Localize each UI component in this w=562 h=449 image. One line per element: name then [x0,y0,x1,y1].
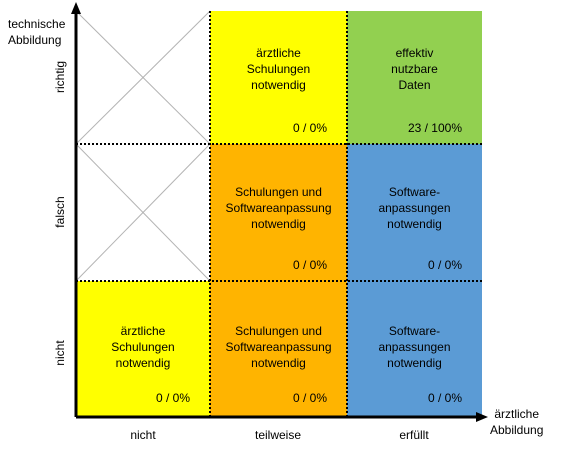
col-label-nicht: nicht [130,428,156,442]
col-label-erfuellt: erfüllt [399,428,429,442]
cell-nicht-nicht: ärztliche Schulungen notwendig 0 / 0% [76,281,210,417]
cell-nicht-erfuellt: Software- anpassungen notwendig 0 / 0% [347,281,482,417]
cell-text: Schulungen und Softwareanpassung notwend… [225,324,332,370]
cell-richtig-erfuellt: effektiv nutzbare Daten 23 / 100% [347,11,482,144]
x-axis-arrow [476,412,488,422]
y-axis-arrow [71,2,81,14]
crossed-out-cells [75,10,211,282]
cell-text: ärztliche Schulungen notwendig [111,324,175,370]
cell-falsch-teilweise: Schulungen und Softwareanpassung notwend… [210,144,347,281]
cell-count: 23 / 100% [407,121,462,135]
cell-count: 0 / 0% [292,391,327,405]
cell-text: ärztliche Schulungen notwendig [246,46,311,92]
row-label-nicht: nicht [53,340,67,366]
x-axis-title: ärztliche Abbildung [490,407,544,437]
cell-falsch-erfuellt: Software- anpassungen notwendig 0 / 0% [347,144,482,281]
cell-nicht-teilweise: Schulungen und Softwareanpassung notwend… [210,281,347,417]
row-label-falsch: falsch [53,196,67,228]
col-label-teilweise: teilweise [254,428,302,442]
axes [71,2,488,422]
cell-count: 0 / 0% [292,121,327,135]
cell-text: Software- anpassungen notwendig [378,185,451,231]
cell-richtig-teilweise: ärztliche Schulungen notwendig 0 / 0% [210,11,347,144]
y-axis-title: technische Abbildung [8,17,66,47]
cell-text: Schulungen und Softwareanpassung notwend… [225,185,332,231]
cell-count: 0 / 0% [427,391,462,405]
cell-text: effektiv nutzbare Daten [391,46,438,92]
cross-line [75,10,211,145]
cross-line [75,143,211,282]
cell-count: 0 / 0% [292,258,327,272]
cell-text: Software- anpassungen notwendig [378,324,451,370]
cell-count: 0 / 0% [427,258,462,272]
cell-count: 0 / 0% [155,391,190,405]
row-label-richtig: richtig [53,61,67,94]
